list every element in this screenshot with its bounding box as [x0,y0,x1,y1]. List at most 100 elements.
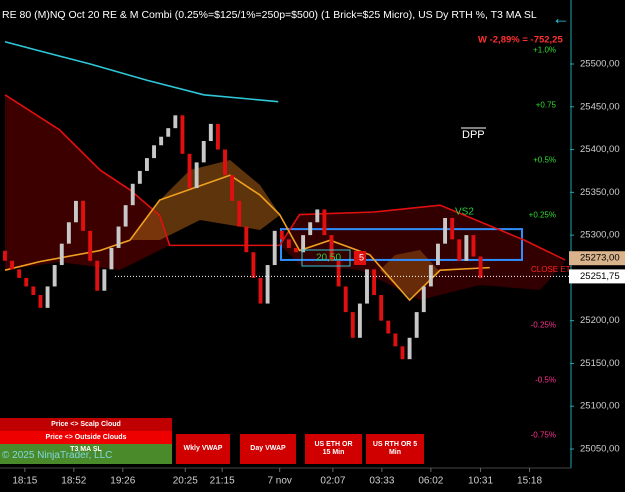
brick [400,346,405,360]
y-tick-label: 25100,00 [580,401,620,412]
brick [421,286,426,313]
brick [166,128,171,137]
x-tick-label: 02:07 [320,476,345,487]
x-tick-label: 03:33 [369,476,394,487]
brick [123,205,128,227]
brick [215,123,220,150]
brick [428,265,433,287]
price-label: 25251,75 [580,271,620,282]
brick [258,277,263,304]
price-marker [569,269,625,284]
brick [95,260,100,291]
brick [350,312,355,338]
y-tick-label: 25350,00 [580,187,620,198]
brick [301,235,306,253]
price-label: 25273,00 [580,253,620,264]
brick [471,235,476,257]
y-tick-label: 25200,00 [580,315,620,326]
toggle[interactable]: Price <> Outside Clouds [0,431,172,444]
brick [237,200,242,227]
brick [24,277,29,287]
brick [159,136,164,146]
toggle[interactable]: Price <> Scalp Cloud [0,418,172,431]
x-tick-label: 15:18 [517,476,542,487]
brick [31,286,36,296]
chart-title: RE 80 (M)NQ Oct 20 RE & M Combi (0.25%=$… [2,9,537,21]
button[interactable]: Wkly VWAP [176,434,230,464]
brick [144,158,149,171]
button[interactable]: US ETH OR 15 Min [305,434,362,464]
cloud [130,160,280,240]
x-tick-label: 18:52 [61,476,86,487]
back-arrow[interactable]: ← [552,8,570,28]
x-tick-label: 18:15 [12,476,37,487]
brick [230,175,235,201]
brick [137,170,142,184]
subtitle: W -2,89% = -752,25 [478,35,563,46]
label-box [354,251,366,265]
brick [478,256,483,278]
brick [152,145,156,159]
y2-tick-label: +0.25% [529,211,556,220]
brick [187,153,192,189]
brick [45,286,50,308]
brick [386,320,391,334]
brick [322,209,327,236]
toggle[interactable]: T3 MA SL [0,444,172,464]
y-tick-label: 25400,00 [580,144,620,155]
brick [414,312,419,338]
brick [450,218,455,240]
brick [173,115,178,129]
x-tick-label: 06:02 [418,476,443,487]
annotation: 20,50 [316,253,341,264]
brick [38,295,43,308]
y-tick-label: 25450,00 [580,101,620,112]
brick [372,269,377,296]
brick [365,269,369,304]
indicator-line [4,174,490,302]
brick [436,243,440,266]
brick [457,239,462,261]
brick [343,286,348,313]
brick [329,235,334,261]
annotation: CLOSE ET [531,265,571,274]
cloud [5,95,170,270]
brick [88,230,93,261]
brick [393,333,398,347]
y-tick-label: 25050,00 [580,444,620,455]
brick [294,247,298,253]
brick [10,260,15,270]
button[interactable]: Day VWAP [240,434,296,464]
brick [223,149,227,176]
brick [74,200,78,223]
brick [464,235,469,261]
indicator-line [4,94,566,261]
brick [251,252,256,278]
y2-tick-label: +0.75 [536,101,557,110]
brick [244,226,249,253]
brick [379,295,384,321]
y2-tick-label: +1.0% [533,46,556,55]
y-tick-label: 25500,00 [580,59,620,70]
brick [59,243,64,266]
brick [130,183,135,206]
brick [3,250,7,261]
brick [180,115,185,154]
y2-tick-label: -0.25% [531,321,556,330]
brick [265,265,270,304]
brick [194,162,199,189]
cloud [380,250,440,300]
y-tick-label: 25150,00 [580,358,620,369]
brick [308,222,313,236]
brick [201,140,206,163]
brick [66,222,71,244]
x-tick-label: 7 nov [267,476,291,487]
brick [357,303,362,338]
y-tick-label: 25300,00 [580,230,620,241]
brick [279,230,284,240]
x-tick-label: 10:31 [468,476,493,487]
price-marker [569,251,625,266]
x-tick-label: 19:26 [110,476,135,487]
button[interactable]: US RTH OR 5 Min [366,434,424,464]
